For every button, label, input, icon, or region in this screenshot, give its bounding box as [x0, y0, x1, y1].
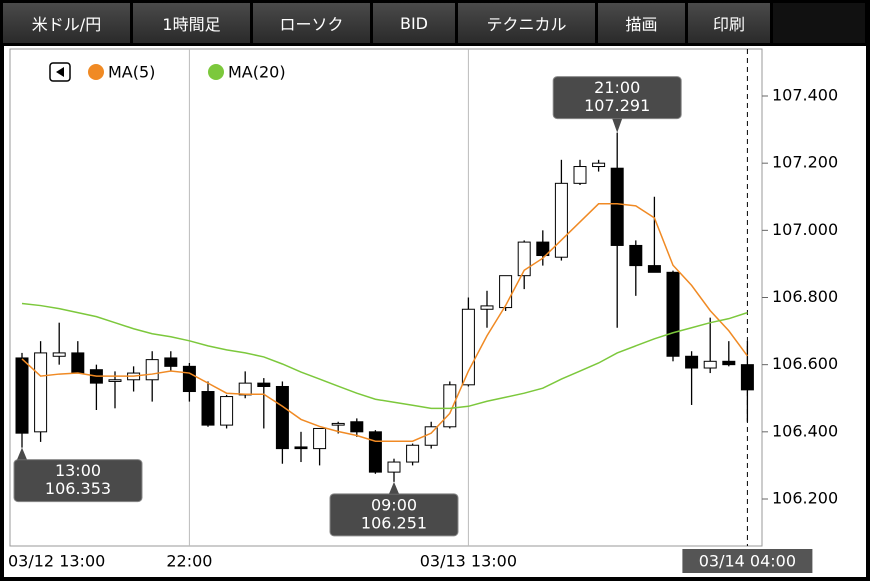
ma-line: [21, 203, 749, 442]
toolbar-button[interactable]: 米ドル/円: [3, 3, 133, 43]
candle-body: [722, 360, 736, 366]
candle-body: [647, 265, 661, 273]
candle-body: [52, 352, 66, 357]
candle-body: [108, 379, 122, 382]
callout-time: 21:00: [594, 78, 640, 97]
y-tick-label: 107.200: [772, 153, 838, 172]
callout-value: 107.291: [584, 96, 650, 115]
x-tick-label: 03/14 04:00: [699, 552, 796, 571]
callout-time: 09:00: [371, 495, 417, 514]
y-tick-label: 107.400: [772, 86, 838, 105]
candle-body: [666, 271, 680, 357]
y-tick-label: 106.200: [772, 488, 838, 507]
candle-body: [629, 244, 643, 267]
candle-body: [592, 162, 606, 168]
candle-body: [536, 241, 550, 257]
candle-body: [331, 422, 345, 426]
candle-body: [517, 241, 531, 277]
candle-body: [554, 182, 568, 258]
callout-pointer: [612, 118, 623, 133]
y-tick-label: 106.600: [772, 354, 838, 373]
candle-body: [499, 275, 513, 309]
toolbar-button[interactable]: 1時間足: [133, 3, 253, 43]
candle-body: [34, 352, 48, 433]
toolbar-button[interactable]: ローソク: [253, 3, 373, 43]
candle-body: [257, 382, 271, 387]
candle-body: [71, 352, 85, 374]
candle-body: [387, 461, 401, 473]
candle-body: [740, 364, 754, 391]
current-label-bg: [682, 549, 813, 573]
legend-toggle-icon: [56, 67, 64, 77]
candle-body: [238, 382, 252, 396]
callout-pointer: [389, 481, 399, 494]
x-tick-label: 03/12 13:00: [8, 552, 105, 571]
callout-value: 106.251: [361, 513, 427, 532]
candle-body: [368, 431, 382, 473]
toolbar-button[interactable]: BID: [373, 3, 458, 43]
toolbar-button[interactable]: テクニカル: [458, 3, 598, 43]
candle-body: [275, 385, 289, 450]
candle-body: [294, 446, 308, 450]
x-tick-label: 22:00: [166, 552, 212, 571]
candle-body: [443, 384, 457, 428]
legend-swatch: [88, 64, 104, 80]
candle-body: [220, 396, 234, 426]
x-tick-label: 03/13 13:00: [420, 552, 517, 571]
candle-body: [610, 167, 624, 246]
candle-body: [313, 427, 327, 450]
candle-body: [703, 360, 717, 369]
legend-swatch: [208, 64, 224, 80]
price-callout: [13, 459, 143, 503]
candle-body: [145, 359, 159, 381]
candle-body: [182, 365, 196, 393]
callout-value: 106.353: [45, 479, 111, 498]
candle-body: [201, 391, 215, 426]
candle-body: [15, 357, 29, 434]
candle-body: [573, 166, 587, 184]
candle-body: [685, 355, 699, 369]
callout-pointer: [17, 447, 27, 460]
y-tick-label: 106.800: [772, 287, 838, 306]
toolbar-button[interactable]: 印刷: [688, 3, 773, 43]
candle-body: [480, 305, 494, 310]
legend-label: MA(20): [228, 63, 286, 82]
y-tick-label: 107.000: [772, 220, 838, 239]
toolbar: 米ドル/円 1時間足 ローソク BID テクニカル 描画 印刷: [3, 3, 865, 43]
toolbar-button[interactable]: 描画: [598, 3, 688, 43]
ma-line: [21, 302, 748, 410]
candle-body: [406, 444, 420, 463]
y-tick-label: 106.400: [772, 421, 838, 440]
candle-body: [164, 357, 178, 367]
candle-body: [350, 421, 364, 433]
legend-label: MA(5): [108, 63, 155, 82]
callout-time: 13:00: [55, 461, 101, 480]
candle-body: [461, 308, 475, 386]
